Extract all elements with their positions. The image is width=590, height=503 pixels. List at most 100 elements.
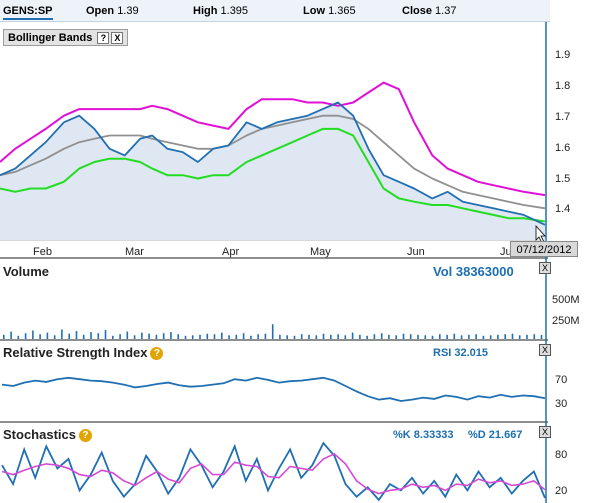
- quote-header: GENS:SP Open 1.39 High 1.395 Low 1.365 C…: [0, 0, 550, 22]
- stoch-k-line: [1, 441, 546, 502]
- volume-bar: [242, 333, 245, 339]
- volume-bar: [351, 332, 354, 339]
- volume-bar: [61, 329, 63, 339]
- volume-bar: [540, 335, 543, 339]
- volume-bar: [184, 335, 187, 339]
- symbol-label[interactable]: GENS:SP: [3, 5, 53, 20]
- low-value: 1.365: [328, 5, 356, 17]
- volume-bar: [213, 334, 216, 339]
- rsi-ytick: 30: [555, 398, 567, 410]
- volume-bar: [162, 333, 165, 339]
- volume-bar: [271, 324, 274, 339]
- stoch-k-readout: %K 8.33333: [393, 429, 454, 441]
- rsi-line: [1, 376, 546, 402]
- stoch-close-icon[interactable]: X: [539, 426, 551, 438]
- price-ytick: 1.7: [555, 111, 570, 123]
- volume-bar: [315, 335, 318, 339]
- volume-bar: [191, 335, 194, 339]
- stoch-d-line: [1, 452, 546, 495]
- volume-bar: [431, 335, 434, 339]
- price-xtick: May: [310, 246, 331, 258]
- close-icon[interactable]: X: [111, 32, 124, 45]
- volume-bar: [17, 335, 20, 339]
- help-icon[interactable]: ?: [150, 347, 164, 360]
- volume-bar: [148, 333, 150, 339]
- volume-bar: [286, 335, 288, 339]
- open-label: Open: [86, 5, 115, 17]
- volume-bar: [119, 334, 121, 339]
- volume-bar: [417, 334, 419, 339]
- volume-bar: [228, 335, 230, 339]
- rsi-ytick: 70: [555, 374, 567, 386]
- indicator-label: Bollinger Bands: [8, 32, 93, 44]
- volume-bar: [395, 335, 397, 339]
- volume-bar: [10, 331, 12, 339]
- help-icon[interactable]: ?: [97, 32, 110, 45]
- price-xtick: Apr: [222, 246, 239, 258]
- price-xtick: Mar: [125, 246, 144, 258]
- volume-bar: [446, 334, 448, 339]
- volume-bar: [468, 334, 470, 339]
- volume-bar: [90, 332, 92, 339]
- volume-bar: [308, 334, 310, 339]
- volume-bar: [533, 334, 536, 339]
- date-readout: 07/12/2012: [510, 241, 578, 257]
- stoch-title-row: Stochastics?: [3, 427, 92, 442]
- volume-bar: [82, 334, 85, 339]
- price-ytick: 1.5: [555, 173, 570, 185]
- volume-bar: [409, 334, 412, 339]
- volume-bar: [141, 332, 143, 339]
- volume-bar: [177, 334, 179, 339]
- close-label: Close: [402, 5, 432, 17]
- volume-bar: [373, 334, 376, 339]
- stoch-ytick: 80: [555, 449, 567, 461]
- volume-bar: [24, 333, 27, 339]
- volume-bar: [330, 334, 332, 339]
- volume-bar: [155, 334, 158, 339]
- stoch-title: Stochastics: [3, 427, 76, 442]
- volume-bar: [68, 333, 70, 339]
- volume-bar: [293, 335, 296, 339]
- volume-bar: [250, 335, 252, 339]
- volume-bar: [264, 333, 267, 339]
- volume-bar: [475, 334, 477, 339]
- stoch-d-readout: %D 21.667: [468, 429, 523, 441]
- volume-bar: [402, 333, 405, 339]
- rsi-close-icon[interactable]: X: [539, 344, 551, 356]
- volume-bar: [497, 334, 499, 339]
- help-icon[interactable]: ?: [78, 429, 92, 442]
- volume-bar: [97, 333, 100, 339]
- volume-bar: [235, 334, 238, 339]
- bollinger-bands-tab[interactable]: Bollinger Bands ? X: [3, 29, 129, 46]
- rsi-plot: [1, 376, 546, 402]
- price-ytick: 1.6: [555, 142, 570, 154]
- price-line: [0, 101, 546, 226]
- middle-band-line: [0, 114, 546, 210]
- volume-bar: [359, 334, 361, 339]
- stochastics-plot: [1, 441, 546, 502]
- volume-bar: [53, 335, 56, 339]
- volume-bar: [504, 334, 506, 339]
- volume-bar: [439, 334, 441, 339]
- volume-bar: [518, 335, 521, 339]
- volume-bar: [344, 335, 347, 339]
- volume-bar: [126, 331, 129, 339]
- volume-bar: [453, 333, 456, 339]
- volume-bar: [133, 335, 136, 339]
- volume-plot: [3, 324, 543, 339]
- volume-bar: [482, 335, 485, 339]
- rsi-readout: RSI 32.015: [433, 347, 489, 359]
- volume-bar: [257, 334, 259, 339]
- volume-bar: [460, 335, 463, 339]
- low-label: Low: [303, 5, 325, 17]
- volume-bar: [322, 333, 325, 339]
- volume-close-icon[interactable]: X: [539, 262, 551, 274]
- volume-ytick: 250M: [552, 315, 580, 327]
- volume-bar: [511, 333, 514, 339]
- volume-bar: [206, 333, 209, 339]
- price-xtick: Feb: [33, 246, 52, 258]
- rsi-title: Relative Strength Index: [3, 345, 148, 360]
- volume-bar: [300, 334, 303, 339]
- volume-readout: Vol 38363000: [433, 264, 514, 279]
- volume-bar: [75, 331, 78, 339]
